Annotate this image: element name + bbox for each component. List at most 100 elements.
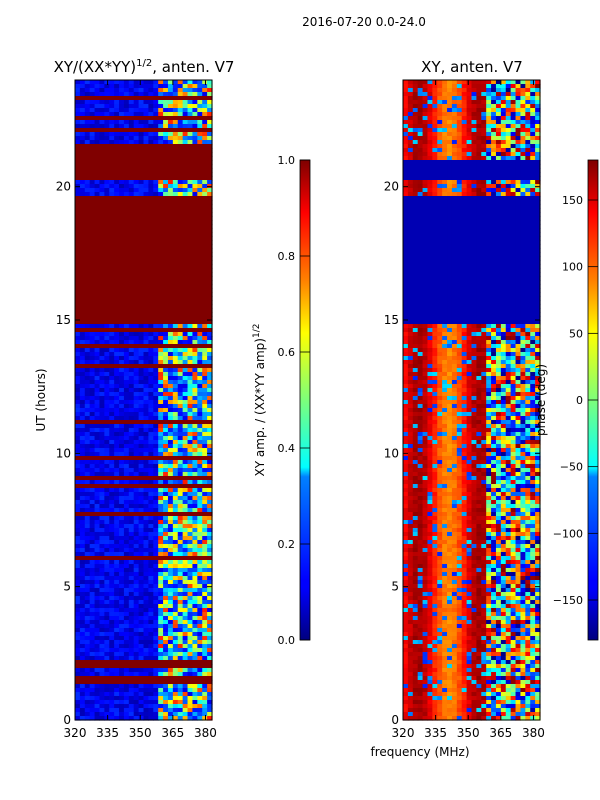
y-tick-label: 20 [56, 180, 71, 194]
heatmap-cell [182, 108, 189, 113]
heatmap-cell [197, 276, 203, 281]
heatmap-cell [167, 528, 174, 533]
heatmap-cell [138, 328, 145, 333]
heatmap-cell [192, 420, 198, 425]
heatmap-cell [123, 448, 130, 453]
heatmap-cell [109, 188, 115, 193]
heatmap-cell [94, 136, 101, 141]
heatmap-cell [84, 500, 91, 505]
heatmap-cell [89, 488, 96, 493]
heatmap-cell [153, 616, 159, 621]
heatmap-cell [177, 156, 184, 161]
heatmap-cell [187, 176, 194, 181]
heatmap-cell [123, 460, 130, 465]
heatmap-cell [104, 344, 110, 349]
heatmap-cell [89, 176, 96, 181]
heatmap-cell [197, 448, 203, 453]
heatmap-cell [84, 468, 91, 473]
heatmap-cell [123, 472, 130, 477]
heatmap-cell [128, 504, 135, 509]
heatmap-cell [182, 84, 189, 89]
heatmap-cell [167, 132, 174, 137]
heatmap-cell [197, 500, 203, 505]
heatmap-cell [177, 220, 184, 225]
heatmap-cell [148, 700, 154, 705]
heatmap-cell [114, 524, 120, 529]
heatmap-cell [163, 132, 169, 137]
heatmap-cell [84, 624, 91, 629]
panel-phase-title: XY, anten. V7 [421, 58, 523, 76]
heatmap-cell [84, 580, 91, 585]
heatmap-cell [182, 372, 189, 377]
heatmap-cell [128, 304, 135, 309]
heatmap-cell [128, 684, 135, 689]
heatmap-cell [456, 100, 463, 105]
heatmap-cell [75, 128, 81, 133]
heatmap-cell [84, 552, 91, 557]
heatmap-cell [167, 248, 174, 253]
heatmap-cell [133, 356, 140, 361]
heatmap-cell [104, 704, 110, 709]
heatmap-cell [123, 636, 130, 641]
heatmap-cell [84, 416, 91, 421]
heatmap-cell [119, 320, 125, 325]
heatmap-cell [148, 560, 154, 565]
heatmap-cell [99, 220, 105, 225]
heatmap-cell [182, 300, 189, 305]
heatmap-cell [109, 548, 115, 553]
heatmap-cell [153, 296, 159, 301]
heatmap-cell [163, 580, 169, 585]
heatmap-cell [167, 676, 174, 681]
heatmap-cell [104, 500, 110, 505]
heatmap-cell [167, 576, 174, 581]
heatmap-cell [163, 268, 169, 273]
heatmap-cell [167, 652, 174, 657]
heatmap-cell [197, 292, 203, 297]
heatmap-cell [192, 324, 198, 329]
heatmap-cell [123, 668, 130, 673]
heatmap-cell [114, 448, 120, 453]
heatmap-cell [442, 132, 448, 137]
heatmap-cell [75, 512, 81, 517]
heatmap-cell [99, 416, 105, 421]
heatmap-cell [187, 172, 194, 177]
heatmap-cell [172, 556, 179, 561]
heatmap-cell [202, 408, 208, 413]
heatmap-cell [505, 140, 512, 145]
heatmap-cell [75, 136, 81, 141]
heatmap-cell [158, 212, 164, 217]
heatmap-cell [192, 528, 198, 533]
heatmap-cell [202, 276, 208, 281]
heatmap-cell [177, 152, 184, 157]
heatmap-cell [177, 556, 184, 561]
heatmap-cell [153, 276, 159, 281]
heatmap-cell [192, 680, 198, 685]
heatmap-cell [123, 564, 130, 569]
heatmap-cell [84, 688, 91, 693]
heatmap-cell [197, 712, 203, 717]
heatmap-cell [202, 572, 208, 577]
heatmap-cell [187, 556, 194, 561]
heatmap-cell [128, 144, 135, 149]
heatmap-cell [197, 628, 203, 633]
heatmap-cell [94, 392, 101, 397]
heatmap-cell [75, 212, 81, 217]
heatmap-cell [128, 120, 135, 125]
heatmap-cell [451, 96, 458, 101]
heatmap-cell [109, 288, 115, 293]
heatmap-cell [520, 88, 526, 93]
heatmap-cell [192, 540, 198, 545]
heatmap-cell [182, 264, 189, 269]
heatmap-cell [114, 248, 120, 253]
heatmap-cell [99, 500, 105, 505]
heatmap-cell [148, 432, 154, 437]
heatmap-cell [79, 700, 86, 705]
heatmap-cell [182, 656, 189, 661]
heatmap-cell [177, 460, 184, 465]
heatmap-cell [128, 628, 135, 633]
heatmap-cell [197, 548, 203, 553]
heatmap-cell [182, 712, 189, 717]
heatmap-cell [207, 96, 213, 101]
heatmap-cell [167, 648, 174, 653]
heatmap-cell [202, 492, 208, 497]
